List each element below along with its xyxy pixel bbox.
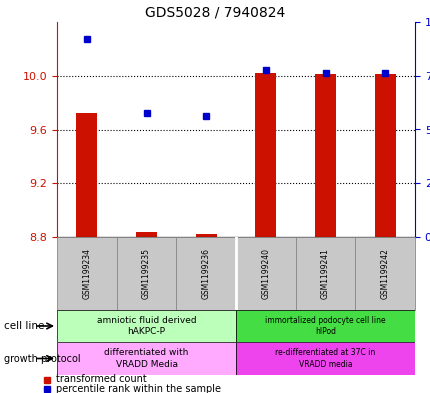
Text: percentile rank within the sample: percentile rank within the sample: [56, 384, 221, 393]
Bar: [57, 237, 117, 310]
Bar: [314, 74, 335, 237]
Text: GSM1199235: GSM1199235: [141, 248, 150, 299]
Text: GSM1199242: GSM1199242: [380, 248, 389, 299]
Bar: [236, 310, 414, 342]
Bar: [176, 237, 236, 310]
Text: GSM1199234: GSM1199234: [82, 248, 91, 299]
Text: growth protocol: growth protocol: [4, 353, 81, 364]
Text: GDS5028 / 7940824: GDS5028 / 7940824: [145, 5, 285, 19]
Bar: [354, 237, 414, 310]
Bar: [57, 310, 236, 342]
Bar: [236, 237, 295, 310]
Text: GSM1199241: GSM1199241: [320, 248, 329, 299]
Text: cell line: cell line: [4, 321, 45, 331]
Text: re-differentiated at 37C in
VRADD media: re-differentiated at 37C in VRADD media: [275, 349, 375, 369]
Text: differentiated with
VRADD Media: differentiated with VRADD Media: [104, 349, 188, 369]
Text: transformed count: transformed count: [56, 375, 147, 384]
Text: GSM1199236: GSM1199236: [201, 248, 210, 299]
Bar: [236, 342, 414, 375]
Bar: [195, 234, 216, 237]
Bar: [57, 342, 236, 375]
Bar: [374, 74, 395, 237]
Bar: [76, 113, 97, 237]
Bar: [295, 237, 354, 310]
Bar: [136, 231, 157, 237]
Bar: [117, 237, 176, 310]
Bar: [255, 73, 276, 237]
Text: immortalized podocyte cell line
hIPod: immortalized podocyte cell line hIPod: [264, 316, 385, 336]
Text: amniotic fluid derived
hAKPC-P: amniotic fluid derived hAKPC-P: [96, 316, 196, 336]
Text: GSM1199240: GSM1199240: [261, 248, 270, 299]
